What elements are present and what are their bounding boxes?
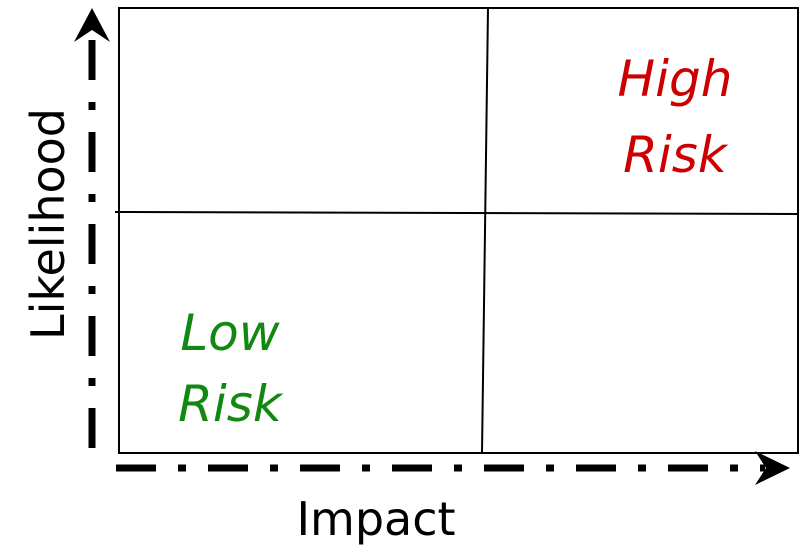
vertical-divider xyxy=(481,7,489,454)
low-risk-label-line2: Risk xyxy=(178,375,284,433)
high-risk-label-line1: High xyxy=(618,50,733,108)
impact-axis-label: Impact xyxy=(296,492,455,546)
horizontal-divider xyxy=(114,211,799,215)
matrix-frame xyxy=(118,7,799,454)
high-risk-label-line2: Risk xyxy=(623,126,729,184)
low-risk-label-line1: Low xyxy=(180,304,279,362)
likelihood-axis-label: Likelihood xyxy=(21,108,75,340)
impact-axis-arrowhead xyxy=(755,451,790,485)
likelihood-axis-arrowhead xyxy=(74,8,110,42)
